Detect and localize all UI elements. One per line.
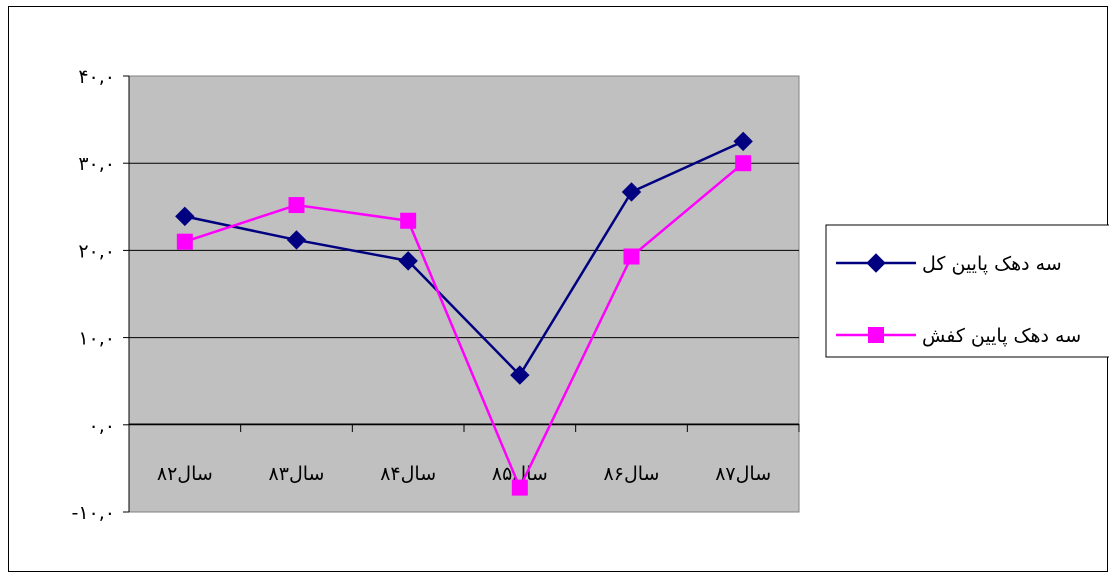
x-tick-label: سال۸۲ [157, 463, 213, 485]
line-chart: -۱۰,۰ ۰,۰ ۱۰,۰ ۲۰,۰ ۳۰,۰ ۴۰,۰ سال۸۲ سال۸۳ سال۸۴… [71, 66, 1109, 524]
y-tick-label: -۱۰,۰ [71, 502, 115, 524]
x-tick-label: سال۸۳ [269, 463, 325, 485]
y-tick-label: ۰,۰ [89, 415, 115, 437]
series-point-1 [623, 248, 640, 265]
y-tick-label: ۳۰,۰ [78, 153, 115, 175]
x-tick-label: سال۸۷ [715, 463, 771, 485]
chart-frame: -۱۰,۰ ۰,۰ ۱۰,۰ ۲۰,۰ ۳۰,۰ ۴۰,۰ سال۸۲ سال۸۳ سال۸۴… [8, 6, 1109, 572]
series-line-0 [184, 140, 744, 377]
plot-area [128, 75, 800, 513]
legend-marker-0 [866, 253, 886, 273]
y-tick-label: ۲۰,۰ [78, 240, 115, 262]
series-layer [175, 131, 753, 496]
series-point-0 [398, 251, 418, 271]
x-axis-labels: سال۸۲ سال۸۳ سال۸۴ سال۸۵ سال۸۶ سال۸۷ [157, 463, 771, 485]
series-line-1 [184, 162, 744, 489]
y-axis-labels: -۱۰,۰ ۰,۰ ۱۰,۰ ۲۰,۰ ۳۰,۰ ۴۰,۰ [71, 66, 115, 524]
y-tick-label: ۴۰,۰ [78, 66, 115, 88]
y-tick-label: ۱۰,۰ [78, 328, 115, 350]
series-point-0 [733, 131, 753, 152]
series-point-1 [511, 479, 528, 496]
series-point-0 [621, 182, 642, 202]
series-point-1 [735, 155, 752, 172]
x-tick-label: سال۸۶ [604, 463, 660, 485]
series-point-1 [288, 197, 305, 214]
legend: سه دهک پایین کل سه دهک پایین کفش [825, 224, 1109, 358]
series-point-0 [510, 365, 530, 385]
series-point-1 [400, 212, 417, 229]
x-tick-label: سال۸۴ [380, 463, 436, 485]
legend-label-1: سه دهک پایین کفش [922, 325, 1081, 347]
legend-label-0: سه دهک پایین کل [922, 253, 1062, 275]
series-point-1 [176, 233, 193, 250]
axes [123, 75, 800, 513]
series-point-0 [175, 206, 195, 227]
legend-marker-1 [868, 327, 884, 343]
series-point-0 [286, 230, 307, 250]
x-tick-label: سال۸۵ [492, 463, 548, 485]
